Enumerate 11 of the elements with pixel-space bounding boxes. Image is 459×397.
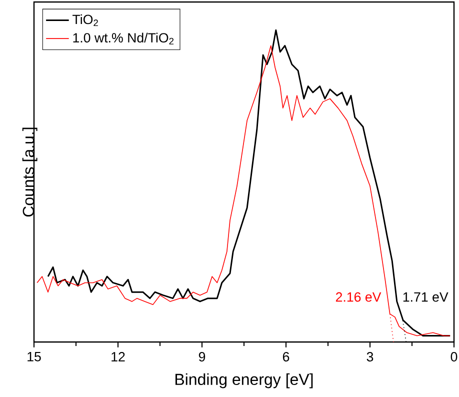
x-tick-label: 9 (198, 352, 206, 362)
annotation: 1.71 eV (403, 292, 448, 302)
x-tick-label: 15 (28, 352, 41, 362)
x-axis-title: Binding energy [eV] (175, 373, 313, 388)
x-tick-label: 12 (112, 352, 125, 362)
annotation: 2.16 eV (336, 292, 382, 302)
x-tick-label: 0 (450, 352, 458, 362)
legend-label: 1.0 wt.% Nd/TiO$_{2}$ (73, 32, 174, 44)
legend-label: TiO$_{2}$ (72, 14, 98, 26)
x-tick-label: 3 (366, 352, 374, 362)
x-tick-label: 6 (282, 352, 290, 362)
